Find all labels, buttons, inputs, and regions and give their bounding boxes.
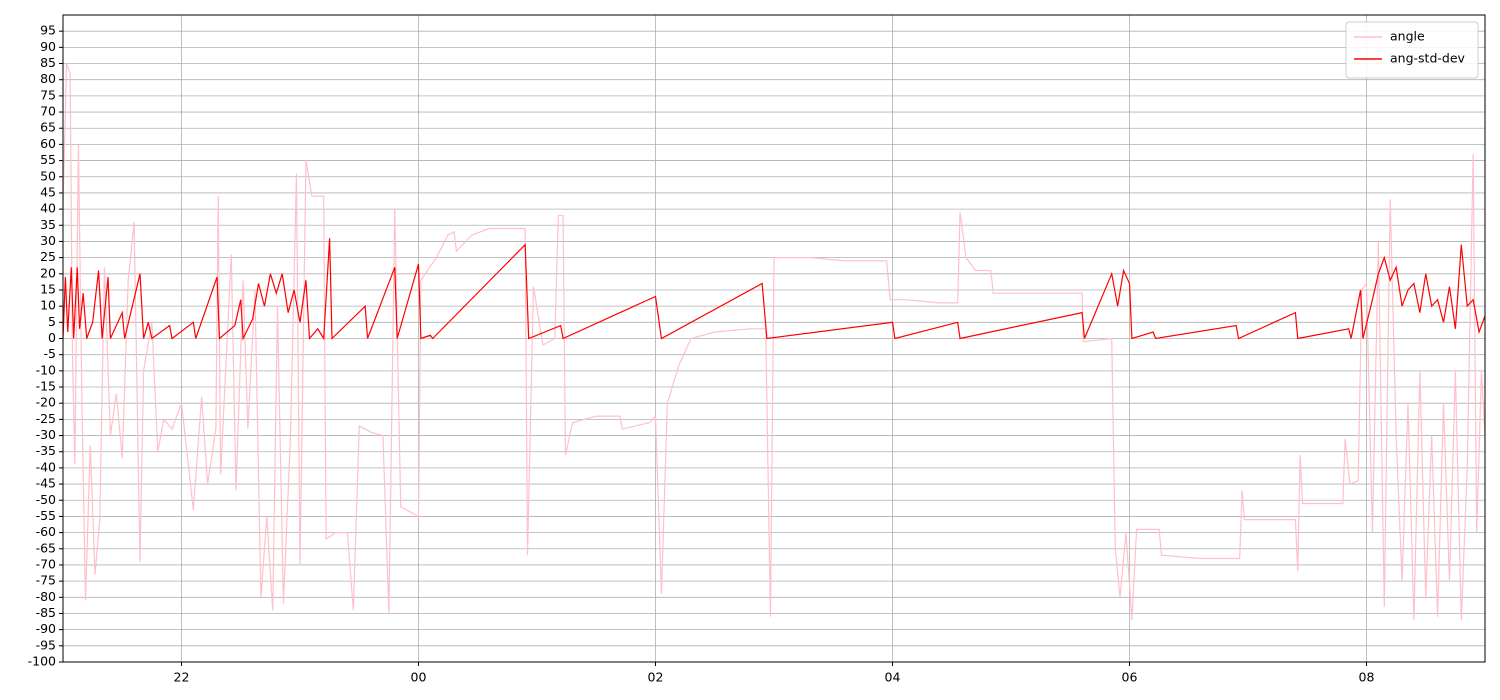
x-tick-label: 04 xyxy=(885,670,901,685)
y-tick-label: 75 xyxy=(40,87,56,102)
y-tick-label: 65 xyxy=(40,120,56,135)
y-tick-label: -45 xyxy=(36,476,56,491)
y-tick-label: 0 xyxy=(48,330,56,345)
y-tick-label: 55 xyxy=(40,152,56,167)
y-tick-label: -40 xyxy=(36,459,56,474)
y-tick-label: 95 xyxy=(40,23,56,38)
y-tick-label: 80 xyxy=(40,71,56,86)
legend-label: ang-std-dev xyxy=(1390,51,1466,66)
y-tick-label: -50 xyxy=(36,492,56,507)
legend-label: angle xyxy=(1390,29,1425,44)
x-tick-label: 02 xyxy=(648,670,664,685)
legend-box xyxy=(1345,21,1479,79)
y-tick-label: -90 xyxy=(36,621,56,636)
y-tick-label: -65 xyxy=(36,540,56,555)
y-tick-label: 90 xyxy=(40,39,56,54)
x-tick-label: 22 xyxy=(174,670,190,685)
y-tick-label: 40 xyxy=(40,201,56,216)
data-line xyxy=(62,63,1486,620)
y-tick-label: 30 xyxy=(40,233,56,248)
y-tick-label: -10 xyxy=(36,362,56,377)
y-tick-label: -20 xyxy=(36,395,56,410)
y-tick-label: 50 xyxy=(40,168,56,183)
y-tick-label: 25 xyxy=(40,249,56,264)
y-tick-label: -60 xyxy=(36,524,56,539)
y-tick-label: 70 xyxy=(40,104,56,119)
plot-frame xyxy=(62,14,1486,663)
x-tick-label: 08 xyxy=(1359,670,1375,685)
y-tick-label: 85 xyxy=(40,55,56,70)
y-tick-label: 60 xyxy=(40,136,56,151)
y-tick-label: -95 xyxy=(36,637,56,652)
y-tick-label: -85 xyxy=(36,605,56,620)
y-tick-label: 35 xyxy=(40,217,56,232)
y-tick-label: 20 xyxy=(40,265,56,280)
y-tick-label: -55 xyxy=(36,508,56,523)
x-tick-label: 06 xyxy=(1122,670,1138,685)
y-tick-label: -80 xyxy=(36,589,56,604)
y-tick-label: -30 xyxy=(36,427,56,442)
y-tick-label: -75 xyxy=(36,573,56,588)
y-tick-label: -100 xyxy=(28,654,56,669)
y-tick-label: 15 xyxy=(40,281,56,296)
x-tick-label: 00 xyxy=(411,670,427,685)
y-tick-label: -35 xyxy=(36,443,56,458)
data-line xyxy=(62,238,1486,341)
y-tick-label: -15 xyxy=(36,379,56,394)
y-tick-label: 5 xyxy=(48,314,56,329)
y-tick-label: -70 xyxy=(36,556,56,571)
y-tick-label: 10 xyxy=(40,298,56,313)
y-tick-label: 45 xyxy=(40,184,56,199)
y-tick-label: -25 xyxy=(36,411,56,426)
y-tick-label: -5 xyxy=(44,346,56,361)
